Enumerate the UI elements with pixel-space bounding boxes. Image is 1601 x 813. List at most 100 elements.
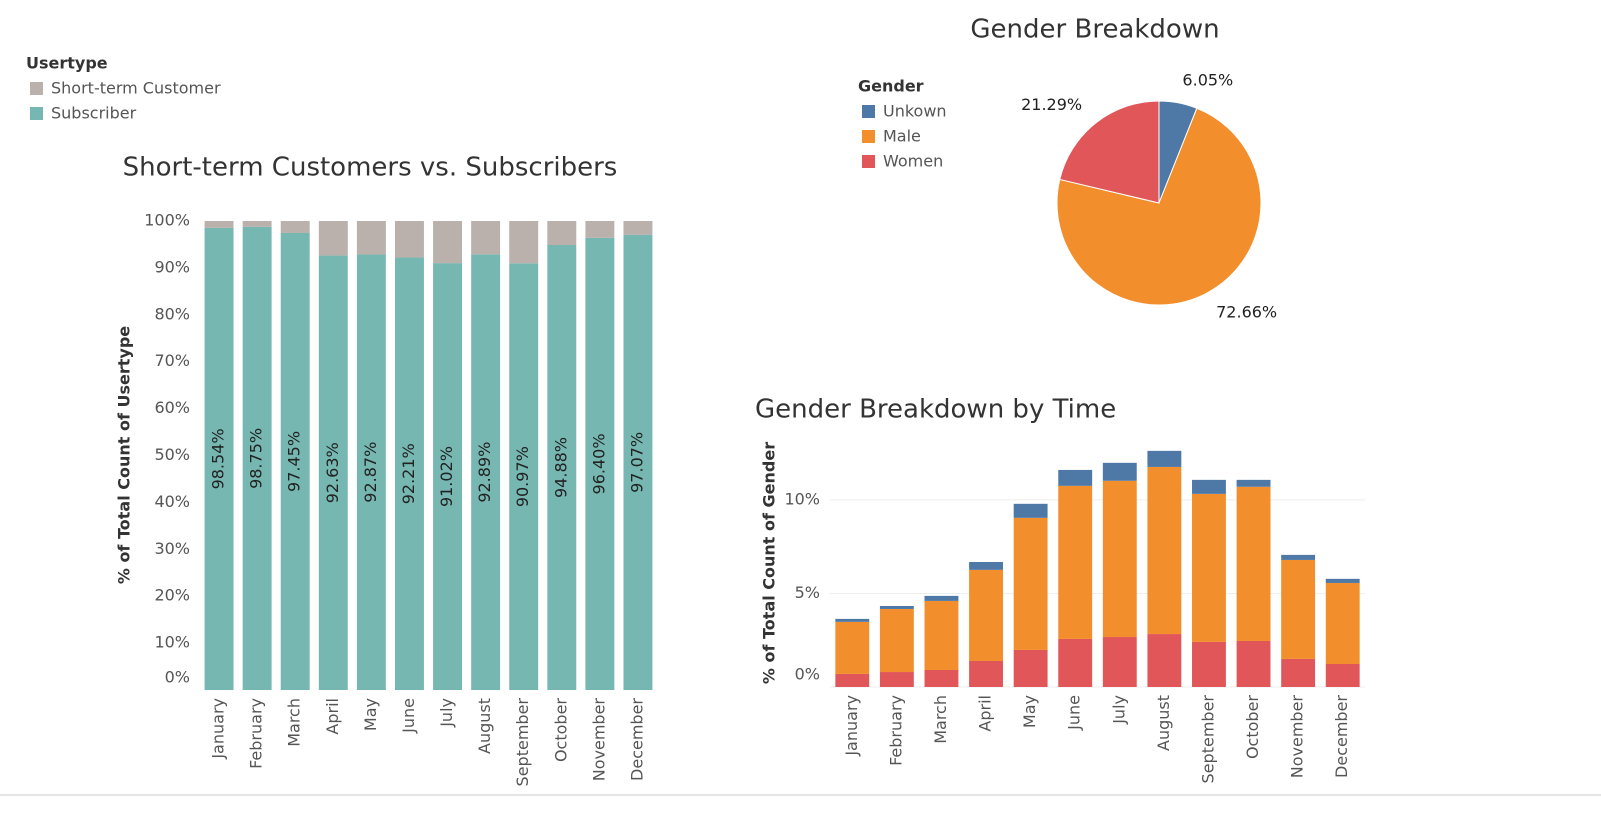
x-tick-label: July xyxy=(1109,695,1128,725)
x-tick-label: April xyxy=(976,695,995,732)
bar-segment xyxy=(356,221,386,255)
pie-slice xyxy=(1056,107,1262,306)
bar-segment xyxy=(879,672,914,687)
bar-segment xyxy=(924,600,959,670)
bar-segment xyxy=(471,254,501,691)
legend-label: Male xyxy=(883,127,921,146)
legend-swatch xyxy=(30,82,43,95)
bar-segment xyxy=(1236,640,1271,687)
bar-segment xyxy=(433,263,463,690)
x-tick-label: April xyxy=(323,698,342,735)
legend-swatch xyxy=(862,130,875,143)
bar-segment xyxy=(924,669,959,687)
bar-segment xyxy=(1192,479,1226,494)
y-tick-label: 5% xyxy=(795,583,820,602)
bar-segment xyxy=(394,221,424,258)
bar-segment xyxy=(1192,641,1226,687)
bar-segment xyxy=(318,255,348,690)
bar-segment xyxy=(969,569,1003,661)
x-tick-label: March xyxy=(931,695,950,744)
y-tick-label: 60% xyxy=(154,398,190,417)
x-tick-label: September xyxy=(513,698,532,787)
y-tick-label: 80% xyxy=(154,304,190,323)
chart-title: Gender Breakdown xyxy=(970,15,1219,45)
bar-segment xyxy=(879,608,914,673)
bar-segment xyxy=(1013,517,1048,650)
y-axis-label: % of Total Count of Usertype xyxy=(115,326,134,584)
y-tick-label: 0% xyxy=(165,668,190,687)
value-label: 98.75% xyxy=(247,428,266,489)
bar-segment xyxy=(1147,450,1182,467)
bar-segment xyxy=(509,263,539,690)
value-label: 90.97% xyxy=(513,446,532,507)
value-label: 92.89% xyxy=(475,442,494,503)
bar-segment xyxy=(280,232,310,690)
value-label: 97.07% xyxy=(627,432,646,493)
pie-slice xyxy=(1059,100,1160,204)
value-label: 72.66% xyxy=(1216,303,1277,322)
x-tick-label: July xyxy=(437,698,456,728)
bar-segment xyxy=(585,237,615,690)
x-tick-label: August xyxy=(1154,695,1173,751)
bar-segment xyxy=(1102,637,1137,687)
bar-segment xyxy=(879,605,914,609)
x-tick-label: January xyxy=(209,698,228,760)
bar-segment xyxy=(1102,462,1137,481)
bar-segment xyxy=(969,660,1003,687)
legend-swatch xyxy=(862,105,875,118)
value-label: 92.87% xyxy=(361,442,380,503)
bar-segment xyxy=(1192,493,1226,642)
y-tick-label: 30% xyxy=(154,539,190,558)
legend-label: Subscriber xyxy=(51,104,137,123)
bar-segment xyxy=(1147,466,1182,635)
bar-segment xyxy=(204,227,234,690)
y-tick-label: 10% xyxy=(154,633,190,652)
bar-segment xyxy=(509,221,539,264)
chart-title: Short-term Customers vs. Subscribers xyxy=(123,153,618,183)
bar-segment xyxy=(835,673,870,687)
x-tick-label: December xyxy=(627,698,646,781)
y-tick-label: 0% xyxy=(795,665,820,684)
bar-segment xyxy=(433,221,463,264)
bar-segment xyxy=(623,234,653,690)
value-label: 92.21% xyxy=(399,443,418,504)
y-tick-label: 90% xyxy=(154,257,190,276)
value-label: 21.29% xyxy=(1021,95,1082,114)
bar-segment xyxy=(1102,480,1137,638)
x-tick-label: February xyxy=(886,695,905,766)
bar-segment xyxy=(1013,503,1048,518)
x-tick-label: May xyxy=(1020,695,1039,728)
bar-segment xyxy=(585,221,615,238)
bar-segment xyxy=(1013,649,1048,687)
x-tick-label: October xyxy=(1243,695,1262,759)
bar-segment xyxy=(242,226,272,691)
bar-segment xyxy=(1281,559,1316,659)
x-tick-label: February xyxy=(247,698,266,769)
bar-segment xyxy=(1058,485,1093,639)
value-label: 92.63% xyxy=(323,442,342,503)
bar-segment xyxy=(471,221,501,255)
bar-segment xyxy=(1281,658,1316,687)
value-label: 91.02% xyxy=(437,446,456,507)
legend-swatch xyxy=(30,107,43,120)
y-tick-label: 70% xyxy=(154,351,190,370)
bar-segment xyxy=(969,562,1003,570)
bar-segment xyxy=(204,221,234,228)
bar-segment xyxy=(318,221,348,256)
legend-title: Usertype xyxy=(26,54,108,73)
legend-label: Short-term Customer xyxy=(51,79,221,98)
x-tick-label: November xyxy=(589,698,608,782)
bar-segment xyxy=(356,254,386,690)
legend-label: Women xyxy=(883,152,943,171)
value-label: 94.88% xyxy=(551,437,570,498)
y-axis-label: % of Total Count of Gender xyxy=(760,442,779,684)
bar-segment xyxy=(1058,638,1093,687)
bar-segment xyxy=(1325,578,1360,583)
y-tick-label: 100% xyxy=(144,211,190,230)
x-tick-label: March xyxy=(285,698,304,747)
legend-title: Gender xyxy=(858,77,924,96)
legend-swatch xyxy=(862,155,875,168)
legend-label: Unkown xyxy=(883,102,947,121)
bar-segment xyxy=(1325,582,1360,664)
